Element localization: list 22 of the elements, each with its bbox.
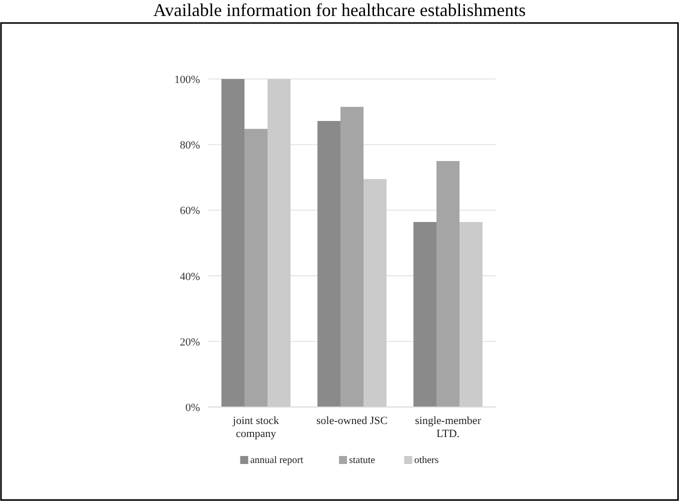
bar xyxy=(364,179,387,407)
y-tick-label: 100% xyxy=(174,74,200,86)
y-tick-label: 80% xyxy=(180,140,200,152)
legend-label: others xyxy=(414,455,439,466)
y-tick-label: 20% xyxy=(180,336,200,348)
y-tick-label: 60% xyxy=(180,205,200,218)
bar xyxy=(221,79,244,407)
bar xyxy=(460,222,483,407)
bar xyxy=(317,120,340,407)
bar xyxy=(268,79,291,407)
bar xyxy=(244,128,268,407)
legend-label: statute xyxy=(349,455,376,466)
x-tick-label: sole-owned JSC xyxy=(316,415,388,427)
bar xyxy=(436,161,460,407)
x-tick-label: joint stock company xyxy=(232,415,280,440)
legend-label: annual report xyxy=(250,455,304,466)
x-tick-label: single-member LTD. xyxy=(415,415,482,440)
bar xyxy=(340,106,364,407)
bar xyxy=(413,222,436,407)
y-tick-label: 0% xyxy=(185,402,200,414)
chart-title: Available information for healthcare establishments xyxy=(153,0,526,20)
y-tick-label: 40% xyxy=(180,270,200,283)
